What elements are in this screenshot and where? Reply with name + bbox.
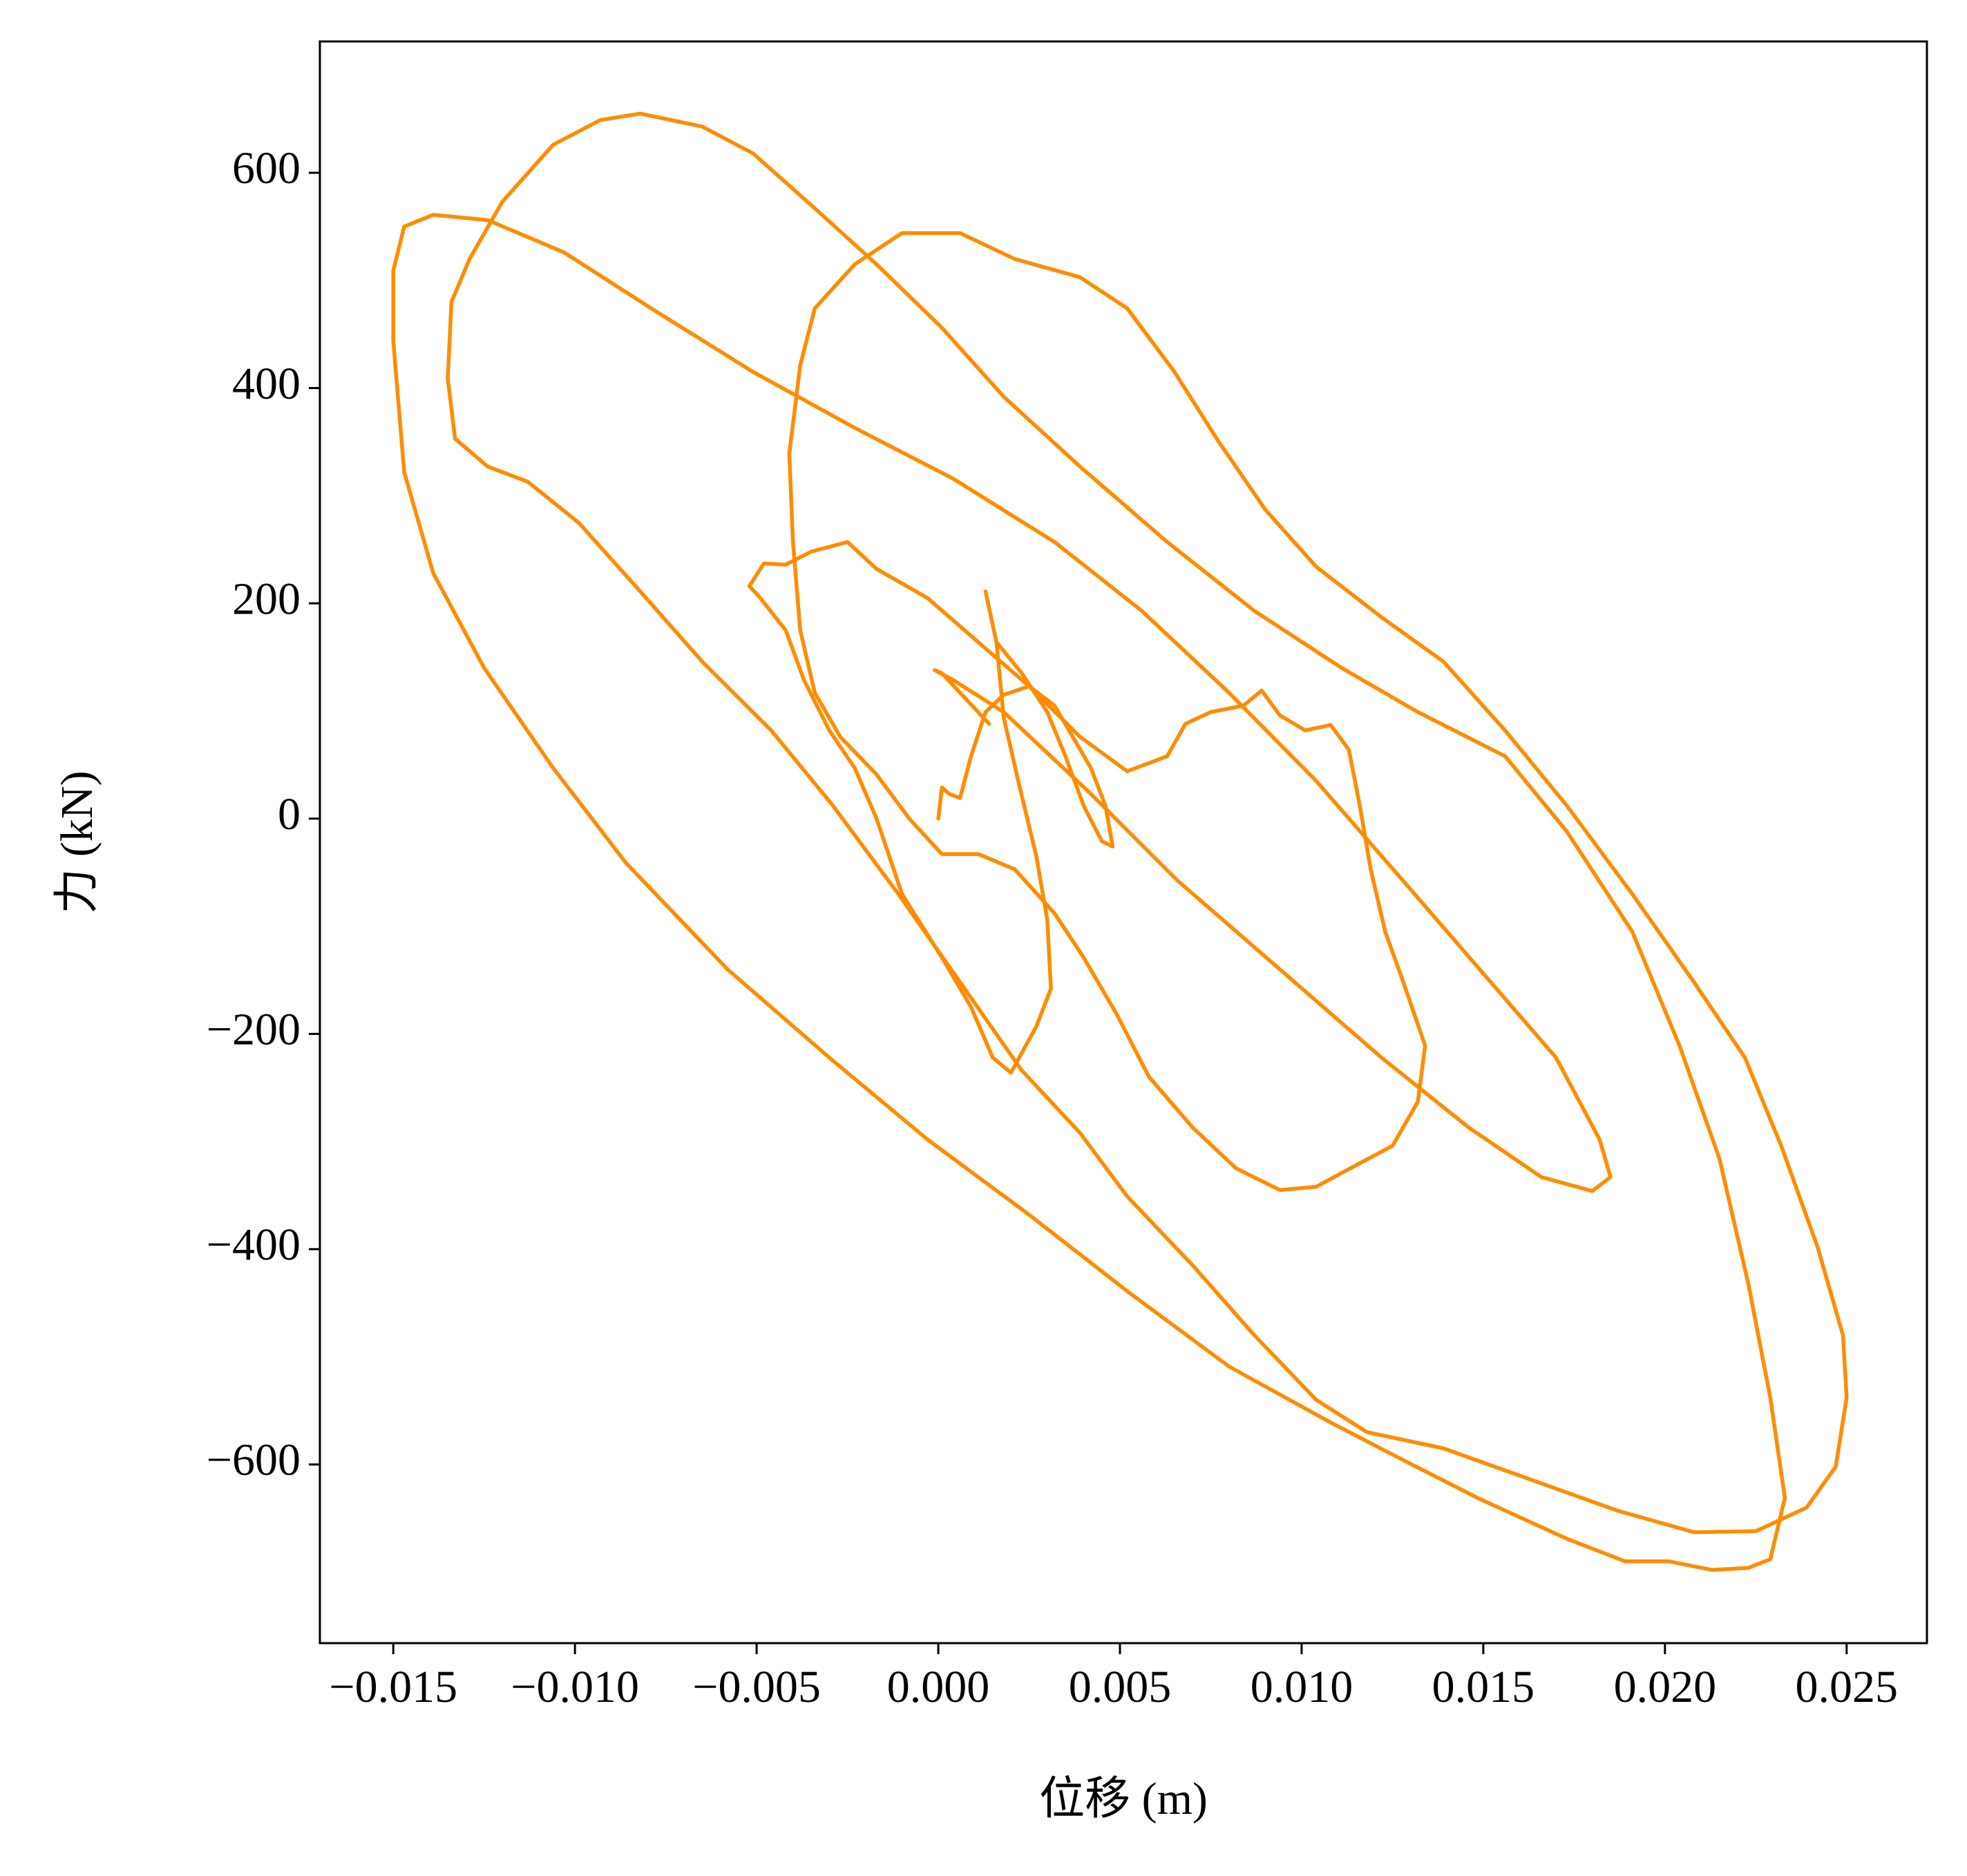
- y-tick-label: 600: [232, 143, 301, 193]
- x-tick-label: −0.010: [511, 1662, 639, 1712]
- y-tick-label: 400: [232, 359, 301, 409]
- x-tick-label: 0.000: [887, 1662, 990, 1712]
- x-tick-label: 0.015: [1432, 1662, 1535, 1712]
- y-tick-label: −200: [207, 1004, 301, 1054]
- x-tick-label: 0.010: [1251, 1662, 1353, 1712]
- y-tick-label: 200: [232, 574, 301, 624]
- x-tick-label: 0.005: [1069, 1662, 1172, 1712]
- x-tick-label: −0.015: [329, 1662, 457, 1712]
- y-axis-label: 力 (kN): [52, 770, 102, 913]
- x-tick-label: −0.005: [692, 1662, 821, 1712]
- data-line: [391, 111, 1849, 1572]
- plot-frame: [319, 40, 1928, 1645]
- x-tick-label: 0.025: [1796, 1662, 1899, 1712]
- y-tick-label: −600: [207, 1435, 301, 1486]
- x-axis-label: 位移 (m): [1039, 1774, 1208, 1824]
- y-tick-label: 0: [278, 789, 301, 840]
- y-tick-label: −400: [207, 1220, 301, 1270]
- x-tick-label: 0.020: [1614, 1662, 1717, 1712]
